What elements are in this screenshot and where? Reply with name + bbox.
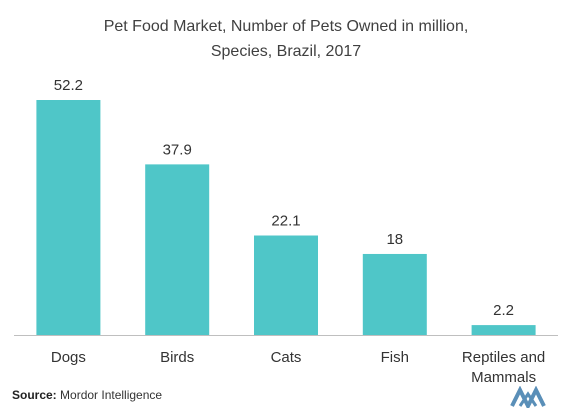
- bar: [145, 164, 210, 335]
- source-label: Source:: [12, 388, 57, 402]
- chart-title-line-2: Species, Brazil, 2017: [210, 43, 362, 60]
- bar-value-label: 37.9: [163, 141, 192, 158]
- bar-value-label: 22.1: [271, 213, 300, 230]
- x-tick-label: Reptiles and: [462, 349, 545, 366]
- bar-value-label: 18: [386, 231, 403, 248]
- bar-value-label: 2.2: [493, 302, 514, 319]
- bar: [254, 235, 318, 335]
- mordor-intelligence-logo-icon: [510, 386, 546, 408]
- chart-title: Pet Food Market, Number of Pets Owned in…: [0, 14, 572, 64]
- x-tick-label: Birds: [160, 349, 194, 366]
- bar: [362, 253, 427, 335]
- bar: [471, 325, 536, 335]
- source-note: Source: Mordor Intelligence: [12, 388, 162, 402]
- x-tick-label: Dogs: [51, 349, 86, 366]
- x-tick-label: Mammals: [471, 369, 536, 386]
- x-tick-label: Fish: [381, 349, 409, 366]
- x-tick-label: Cats: [271, 349, 302, 366]
- bar-value-label: 52.2: [54, 77, 83, 94]
- chart-title-line-1: Pet Food Market, Number of Pets Owned in…: [103, 18, 469, 35]
- source-name: Mordor Intelligence: [56, 388, 163, 402]
- bar: [36, 100, 101, 335]
